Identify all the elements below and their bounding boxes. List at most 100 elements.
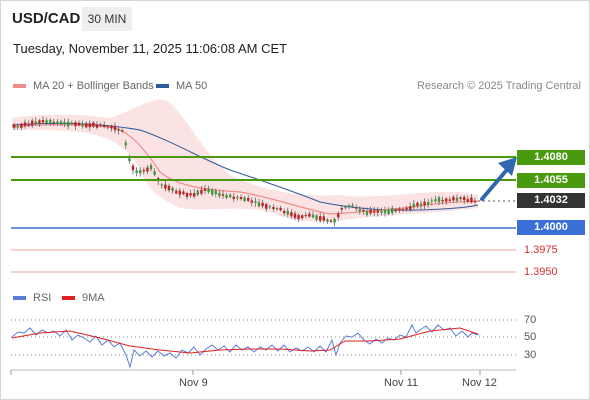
candle-body	[380, 210, 383, 213]
legend-rsi-ma-label: 9MA	[82, 292, 105, 304]
candle-body	[200, 189, 203, 194]
candle-body	[128, 158, 131, 161]
candle-body	[77, 122, 81, 126]
candle-body	[88, 123, 91, 128]
candle-body	[85, 123, 88, 128]
candle-body	[171, 187, 174, 192]
candle-body	[49, 119, 52, 124]
candle-body	[459, 197, 462, 200]
candle-body	[196, 190, 199, 195]
candle-body	[398, 208, 401, 211]
candle-body	[423, 201, 426, 206]
candle-body	[131, 165, 135, 171]
candle-body	[344, 206, 347, 208]
ma20-swatch	[13, 84, 26, 88]
candle-body	[103, 124, 106, 127]
candle-body	[92, 122, 95, 127]
legend-ma20-label: MA 20 + Bollinger Bands	[33, 80, 154, 92]
candle-body	[416, 202, 419, 206]
candle-body	[257, 202, 261, 207]
candle-body	[448, 199, 451, 201]
candle-body	[189, 193, 192, 196]
support-2-tag: 1.3950	[524, 266, 558, 278]
candle-body	[247, 198, 250, 201]
candle-body	[229, 194, 232, 198]
candle-body	[52, 121, 55, 124]
date-label-nov11: Nov 11	[384, 377, 419, 389]
credit-text: Research © 2025 Trading Central	[416, 80, 581, 92]
interval-button[interactable]: 30 MIN	[82, 7, 132, 31]
resistance-2-tag: 1.4080	[517, 150, 585, 165]
candle-body	[167, 185, 171, 191]
timestamp: Tuesday, November 11, 2025 11:06:08 AM C…	[13, 41, 288, 56]
rsi-ma-line	[11, 327, 479, 354]
candle-body	[319, 216, 322, 221]
candle-body	[178, 190, 181, 195]
candle-body	[455, 197, 459, 201]
candle-body	[333, 219, 336, 223]
candle-body	[308, 213, 311, 217]
candle-body	[265, 204, 268, 209]
candle-body	[142, 170, 145, 172]
candle-body	[185, 192, 189, 197]
candle-body	[394, 209, 397, 212]
candle-body	[430, 200, 433, 202]
candle-body	[304, 215, 307, 217]
candle-body	[391, 207, 394, 213]
candle-body	[405, 207, 408, 210]
candle-body	[322, 216, 325, 221]
legend-rsi: RSI	[13, 292, 51, 304]
candle-body	[427, 202, 430, 205]
candle-body	[311, 214, 315, 218]
candle-body	[218, 192, 221, 197]
candle-body	[290, 212, 293, 217]
candle-body	[452, 196, 455, 201]
candle-body	[56, 121, 59, 124]
candle-body	[441, 199, 444, 202]
candle-body	[383, 209, 387, 214]
candle-body	[358, 209, 361, 212]
candle-body	[164, 184, 167, 189]
candle-body	[121, 130, 124, 132]
candle-body	[207, 188, 210, 193]
up-arrow-icon	[480, 157, 517, 201]
candle-body	[81, 123, 84, 127]
rsi-swatch	[13, 296, 26, 300]
candle-body	[146, 167, 149, 172]
candle-body	[387, 210, 390, 215]
candle-body	[272, 207, 275, 210]
candle-body	[95, 124, 99, 128]
candle-body	[409, 206, 412, 210]
candle-body	[182, 191, 185, 195]
date-label-nov9: Nov 9	[179, 377, 208, 389]
candle-body	[38, 120, 41, 124]
candle-body	[110, 125, 113, 129]
candle-body	[63, 121, 66, 124]
candle-body	[31, 120, 34, 126]
candle-body	[347, 205, 351, 207]
candle-body	[463, 196, 466, 201]
candle-body	[401, 209, 405, 211]
candle-body	[373, 210, 376, 213]
candle-body	[254, 201, 257, 203]
candle-body	[419, 203, 423, 206]
candle-body	[362, 209, 365, 212]
rsi-tick-70: 70	[524, 314, 537, 326]
legend-rsi-label: RSI	[33, 292, 52, 304]
candle-body	[437, 197, 441, 202]
candle-body	[445, 198, 448, 202]
candle-body	[355, 207, 358, 209]
candle-body	[27, 124, 30, 126]
candle-body	[211, 189, 214, 195]
legend-ma50: MA 50	[156, 80, 207, 92]
candle-body	[243, 197, 246, 201]
candle-body	[139, 170, 142, 174]
candle-body	[293, 213, 297, 218]
candle-body	[340, 208, 343, 210]
ma50-swatch	[156, 84, 169, 88]
candle-body	[16, 126, 19, 128]
candle-body	[59, 121, 63, 125]
candle-body	[297, 215, 300, 220]
candle-body	[329, 220, 333, 222]
